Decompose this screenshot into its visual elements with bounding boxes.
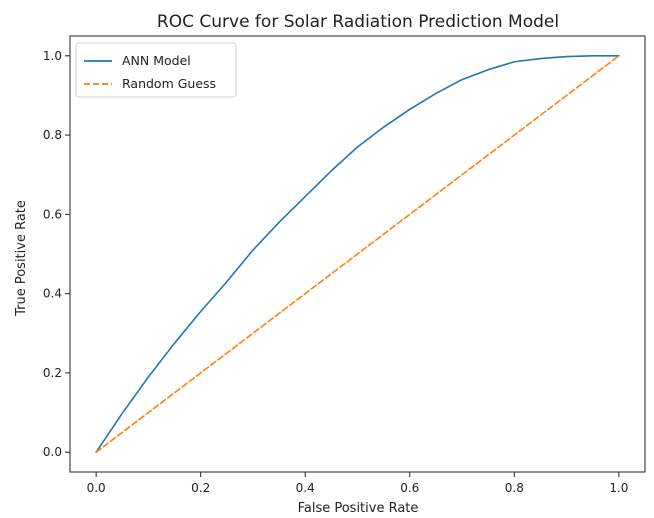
random-guess-line: [95, 55, 620, 453]
x-axis-label: False Positive Rate: [298, 501, 419, 516]
legend-label-random-guess: Random Guess: [122, 76, 216, 91]
ann-model-line: [95, 55, 620, 453]
y-tick-label: 0.2: [43, 366, 62, 380]
x-tick-label: 0.2: [191, 481, 210, 495]
legend-box: [75, 42, 237, 98]
y-tick-label: 0.8: [43, 128, 62, 142]
y-axis-label: True Positive Rate: [14, 200, 29, 317]
x-tick-label: 0.6: [400, 481, 419, 495]
y-tick-label: 1.0: [43, 49, 62, 63]
x-tick-label: 1.0: [609, 481, 628, 495]
series-layer: [95, 55, 620, 453]
legend-label-ann-model: ANN Model: [122, 53, 191, 68]
x-tick-label: 0.8: [505, 481, 524, 495]
y-tick-label: 0.6: [43, 207, 62, 221]
x-tick-label: 0.0: [87, 481, 106, 495]
x-tick-label: 0.4: [296, 481, 315, 495]
chart-title: ROC Curve for Solar Radiation Prediction…: [157, 12, 559, 32]
legend: ANN Model Random Guess: [75, 42, 237, 98]
axis-layer: 0.0 0.2 0.4 0.6 0.8 1.0 0.0 0.2 0.4 0.6 0.8 1.0: [43, 35, 646, 495]
y-tick-label: 0.4: [43, 287, 62, 301]
plot-frame: [69, 35, 646, 473]
y-tick-label: 0.0: [43, 445, 62, 459]
